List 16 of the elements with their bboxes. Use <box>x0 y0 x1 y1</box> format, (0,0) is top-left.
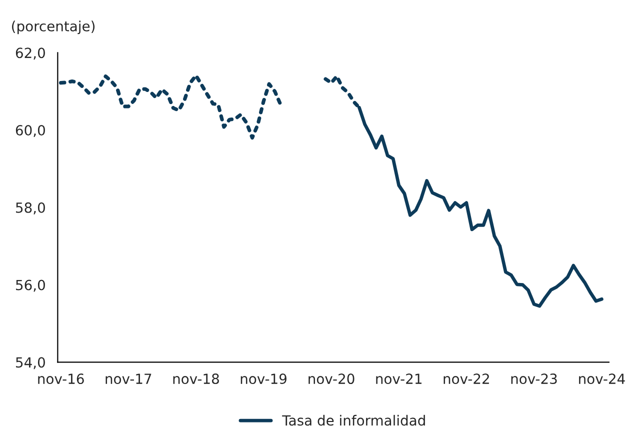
y-tick-label: 58,0 <box>16 202 45 214</box>
x-tick-label: nov-21 <box>376 374 422 384</box>
legend-label: Tasa de informalidad <box>282 414 425 426</box>
y-tick-label: 62,0 <box>16 48 45 60</box>
x-tick-label: nov-20 <box>308 374 354 384</box>
x-tick-label: nov-22 <box>444 374 489 384</box>
x-tick-label: nov-16 <box>38 374 84 384</box>
y-axis-title: (porcentaje) <box>12 20 95 34</box>
y-tick-label: 56,0 <box>16 280 45 292</box>
y-tick-label: 54,0 <box>16 357 45 370</box>
y-tick-label: 60,0 <box>16 125 45 137</box>
x-tick-label: nov-23 <box>511 374 557 384</box>
x-tick-label: nov-18 <box>173 374 219 384</box>
x-tick-label: nov-24 <box>579 374 625 384</box>
x-tick-label: nov-19 <box>240 374 286 384</box>
x-tick-label: nov-17 <box>106 374 152 384</box>
